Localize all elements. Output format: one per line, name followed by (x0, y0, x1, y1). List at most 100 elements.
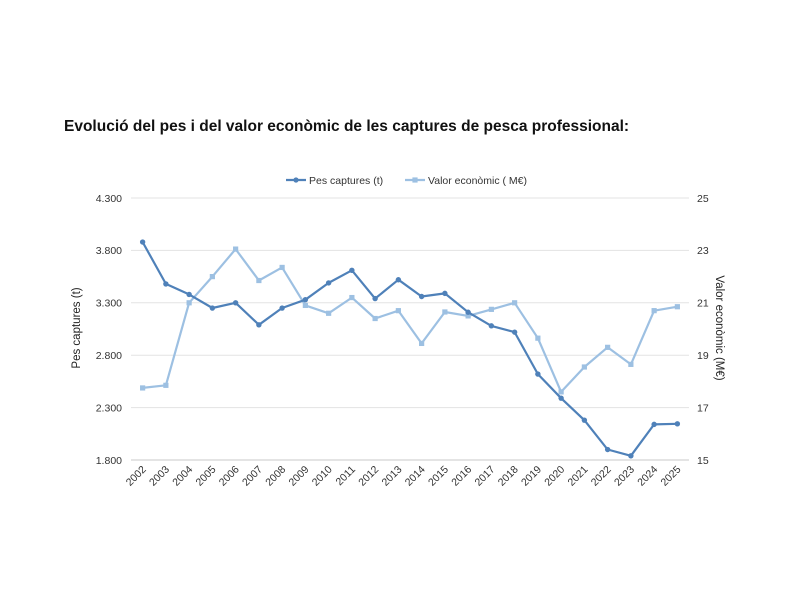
x-tick-label: 2023 (612, 464, 637, 489)
data-point (186, 300, 192, 306)
x-tick-label: 2010 (310, 464, 335, 489)
legend-marker-valor (412, 177, 418, 183)
legend-marker-pes (293, 177, 299, 183)
legend-label-pes: Pes captures (t) (309, 175, 383, 187)
left-tick-label: 3.300 (96, 298, 122, 310)
data-point (233, 246, 239, 252)
data-point (418, 293, 425, 300)
data-point (511, 329, 518, 335)
series-valor-economic (140, 246, 680, 395)
data-point (140, 385, 146, 391)
x-tick-label: 2008 (263, 464, 288, 489)
data-point (604, 446, 611, 453)
x-tick-label: 2006 (217, 464, 242, 489)
data-point (535, 335, 541, 341)
data-point (674, 421, 681, 427)
left-tick-label: 2.300 (96, 402, 122, 414)
data-point (395, 308, 401, 314)
series-line (142, 248, 678, 393)
data-point (628, 453, 634, 459)
right-y-axis: 15 17 19 21 23 25 (697, 193, 709, 467)
data-point (535, 371, 541, 377)
data-point (605, 344, 611, 350)
left-tick-label: 2.800 (96, 350, 122, 362)
right-tick-label: 25 (697, 193, 709, 205)
data-point (581, 364, 587, 370)
data-point (139, 239, 146, 245)
x-tick-label: 2016 (449, 464, 474, 489)
left-tick-label: 1.800 (96, 455, 122, 467)
page-title: Evolució del pes i del valor econòmic de… (64, 118, 630, 135)
right-tick-label: 17 (697, 402, 709, 414)
data-point (442, 290, 448, 297)
x-tick-label: 2012 (356, 464, 381, 489)
x-tick-label: 2021 (565, 464, 590, 489)
data-point (349, 267, 355, 274)
data-point (163, 281, 169, 287)
x-tick-label: 2011 (334, 464, 359, 489)
left-y-axis: 1.800 2.300 2.800 3.300 3.800 4.300 (96, 193, 122, 467)
data-point (325, 280, 332, 286)
legend-label-valor: Valor econòmic ( M€) (428, 175, 527, 187)
data-point (209, 305, 216, 311)
x-tick-label: 2025 (658, 464, 683, 489)
data-point (209, 274, 215, 280)
data-point (349, 294, 355, 301)
x-tick-label: 2013 (379, 464, 404, 489)
right-tick-label: 15 (697, 455, 709, 467)
x-tick-label: 2015 (426, 464, 451, 489)
data-point (326, 310, 332, 316)
legend-item-pes-captures: Pes captures (t) (286, 175, 383, 187)
right-tick-label: 21 (697, 298, 709, 310)
data-point (442, 309, 448, 315)
x-tick-label: 2002 (124, 464, 149, 489)
data-point (372, 295, 378, 302)
data-point (186, 291, 192, 298)
data-point (465, 309, 471, 315)
data-point (279, 305, 285, 311)
right-tick-label: 19 (697, 350, 709, 362)
legend-item-valor-economic: Valor econòmic ( M€) (405, 175, 527, 187)
gridlines (131, 197, 689, 461)
data-point (674, 304, 680, 310)
data-point (465, 313, 471, 319)
data-point (256, 277, 262, 284)
left-axis-title: Pes captures (t) (71, 287, 83, 368)
x-tick-label: 2019 (519, 464, 544, 489)
data-point (395, 277, 402, 283)
x-tick-label: 2024 (635, 464, 660, 489)
data-point (581, 417, 588, 423)
left-tick-label: 3.800 (96, 245, 122, 257)
data-point (488, 306, 494, 312)
data-point (372, 315, 378, 322)
data-point (419, 340, 425, 347)
x-tick-label: 2007 (240, 464, 265, 489)
data-point (651, 421, 657, 428)
data-point (302, 302, 308, 309)
series-layer (139, 239, 681, 459)
data-point (302, 296, 309, 303)
legend: Pes captures (t) Valor econòmic ( M€) (286, 175, 527, 187)
data-point (558, 395, 564, 401)
data-point (628, 361, 634, 367)
data-point (512, 300, 518, 306)
x-tick-label: 2014 (403, 464, 428, 489)
x-tick-label: 2018 (496, 464, 521, 489)
right-axis-title: Valor econòmic (M€) (713, 275, 725, 380)
x-tick-label: 2003 (147, 464, 172, 489)
data-point (256, 322, 262, 328)
x-tick-label: 2009 (286, 464, 311, 489)
x-tick-label: 2017 (472, 464, 497, 489)
data-point (279, 264, 285, 271)
series-line (141, 241, 678, 457)
data-point (232, 300, 239, 306)
x-axis: 2002200320042005200620072008200920102011… (124, 464, 684, 489)
data-point (488, 323, 495, 329)
right-tick-label: 23 (697, 245, 709, 257)
data-point (558, 389, 564, 395)
x-tick-label: 2022 (589, 464, 614, 489)
data-point (651, 308, 657, 314)
series-pes-captures (139, 239, 681, 459)
x-tick-label: 2020 (542, 464, 567, 489)
